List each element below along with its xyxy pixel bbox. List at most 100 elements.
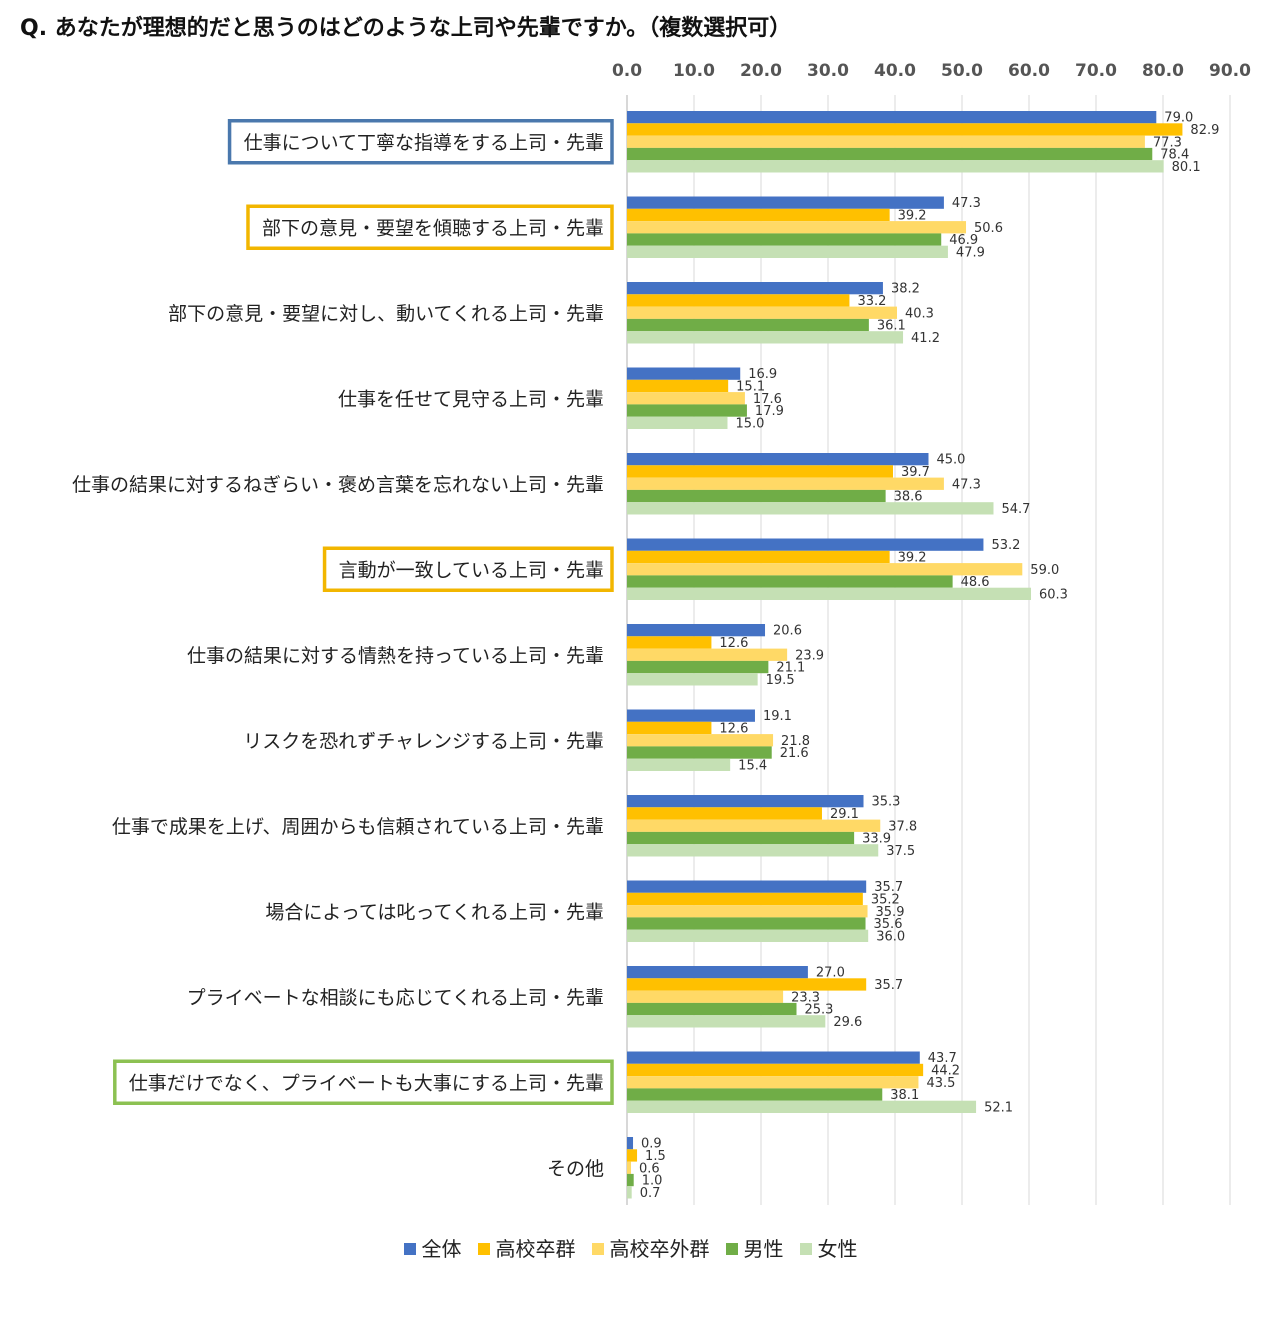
category-label: 仕事だけでなく、プライベートも大事にする上司・先輩 (129, 1072, 604, 1094)
value-label: 21.6 (780, 746, 809, 761)
value-label: 44.2 (931, 1063, 960, 1078)
value-label: 47.3 (952, 196, 981, 211)
value-label: 53.2 (991, 538, 1020, 553)
value-label: 39.2 (898, 550, 927, 565)
bar (627, 404, 747, 417)
value-label: 12.6 (719, 636, 748, 651)
bar (627, 392, 745, 405)
legend-swatch (725, 1243, 738, 1255)
bar (627, 978, 867, 991)
bar (627, 1100, 977, 1113)
value-label: 15.4 (738, 758, 767, 773)
bar (627, 844, 879, 857)
bar (627, 465, 893, 478)
category-label: 場合によっては叱ってくれる上司・先輩 (265, 901, 604, 923)
legend-swatch (799, 1243, 812, 1255)
x-tick-label: 10.0 (673, 61, 715, 81)
category-label: 仕事について丁寧な指導をする上司・先輩 (244, 132, 604, 154)
value-label: 38.6 (894, 490, 923, 505)
value-label: 35.9 (876, 905, 905, 920)
x-tick-label: 60.0 (1008, 61, 1050, 81)
legend-item: 高校卒群 (477, 1233, 576, 1262)
bar (627, 624, 766, 637)
value-label: 29.1 (830, 807, 859, 822)
bar (627, 587, 1032, 600)
value-label: 41.2 (911, 331, 940, 346)
value-label: 50.6 (974, 221, 1003, 236)
bar (627, 379, 729, 393)
bar (627, 489, 886, 503)
category-label: プライベートな相談にも応じてくれる上司・先輩 (187, 987, 604, 1009)
bar (627, 831, 855, 845)
bar (627, 1149, 638, 1162)
legend-swatch (403, 1243, 416, 1255)
value-label: 35.3 (872, 795, 901, 810)
value-label: 60.3 (1039, 587, 1068, 602)
value-label: 43.5 (926, 1076, 955, 1091)
bar-chart: 0.0 10.0 20.0 30.0 40.0 50.0 60.0 70.0 80.0 90.0 … (72, 61, 1251, 1205)
category-label: 仕事で成果を上げ、周囲からも信頼されている上司・先輩 (112, 816, 604, 838)
x-axis-ticks: 0.0 10.0 20.0 30.0 40.0 50.0 60.0 70.0 80.0 90.0 (612, 61, 1251, 81)
bar (627, 1088, 883, 1101)
legend-item: 男性 (725, 1233, 784, 1262)
bar (627, 1063, 924, 1077)
bar (627, 709, 755, 722)
value-label: 12.6 (719, 721, 748, 736)
value-label: 47.3 (952, 477, 981, 492)
legend-item: 高校卒外群 (591, 1233, 710, 1262)
category-label: リスクを恐れずチャレンジする上司・先輩 (243, 730, 604, 752)
highlight-box (113, 1059, 614, 1105)
bar (627, 306, 898, 319)
x-tick-label: 50.0 (941, 61, 983, 81)
bar (627, 331, 904, 344)
bar (627, 575, 953, 588)
bar (627, 294, 850, 307)
bar (627, 416, 728, 429)
value-label: 29.6 (833, 1015, 862, 1030)
value-label: 40.3 (905, 306, 934, 321)
bar (627, 245, 948, 258)
value-label: 19.1 (763, 709, 792, 724)
value-label: 27.0 (816, 966, 845, 981)
bar (627, 929, 869, 942)
highlight-box (246, 204, 614, 250)
value-label: 0.7 (640, 1186, 661, 1201)
bar (627, 1051, 920, 1064)
legend-swatch (591, 1243, 604, 1255)
x-tick-label: 70.0 (1075, 61, 1117, 81)
value-label: 17.9 (755, 404, 784, 419)
value-label: 39.7 (901, 465, 930, 480)
x-tick-label: 0.0 (612, 61, 642, 81)
value-label: 16.9 (748, 367, 777, 382)
bar (627, 160, 1164, 173)
chart-title: Q. あなたが理想的だと思うのはどのような上司や先輩ですか。（複数選択可） (20, 16, 792, 41)
bar (627, 734, 774, 747)
category-label: 部下の意見・要望を傾聴する上司・先輩 (262, 217, 604, 239)
value-label: 20.6 (773, 624, 802, 639)
category-label: その他 (547, 1158, 604, 1180)
bar (627, 795, 864, 808)
bar (627, 746, 772, 759)
x-tick-label: 90.0 (1209, 61, 1251, 81)
bar (627, 807, 822, 820)
x-tick-label: 80.0 (1142, 61, 1184, 81)
value-label: 47.9 (956, 245, 985, 260)
bar (627, 477, 944, 490)
legend-label: 高校卒群 (495, 1237, 576, 1261)
value-label: 39.2 (898, 208, 927, 223)
bar (627, 1076, 919, 1089)
value-label: 0.6 (639, 1161, 660, 1176)
value-label: 25.3 (805, 1003, 834, 1018)
bar (627, 111, 1157, 124)
highlight-box (227, 119, 614, 165)
bar (627, 318, 869, 332)
value-label: 79.0 (1164, 111, 1193, 126)
value-label: 52.1 (984, 1100, 1013, 1115)
bar (627, 1002, 797, 1016)
bar (627, 905, 868, 918)
bar (627, 550, 890, 564)
value-label: 37.5 (886, 844, 915, 859)
category-labels: 仕事について丁寧な指導をする上司・先輩部下の意見・要望を傾聴する上司・先輩部下の… (72, 132, 604, 1180)
bar (627, 966, 808, 979)
bar (627, 196, 944, 209)
